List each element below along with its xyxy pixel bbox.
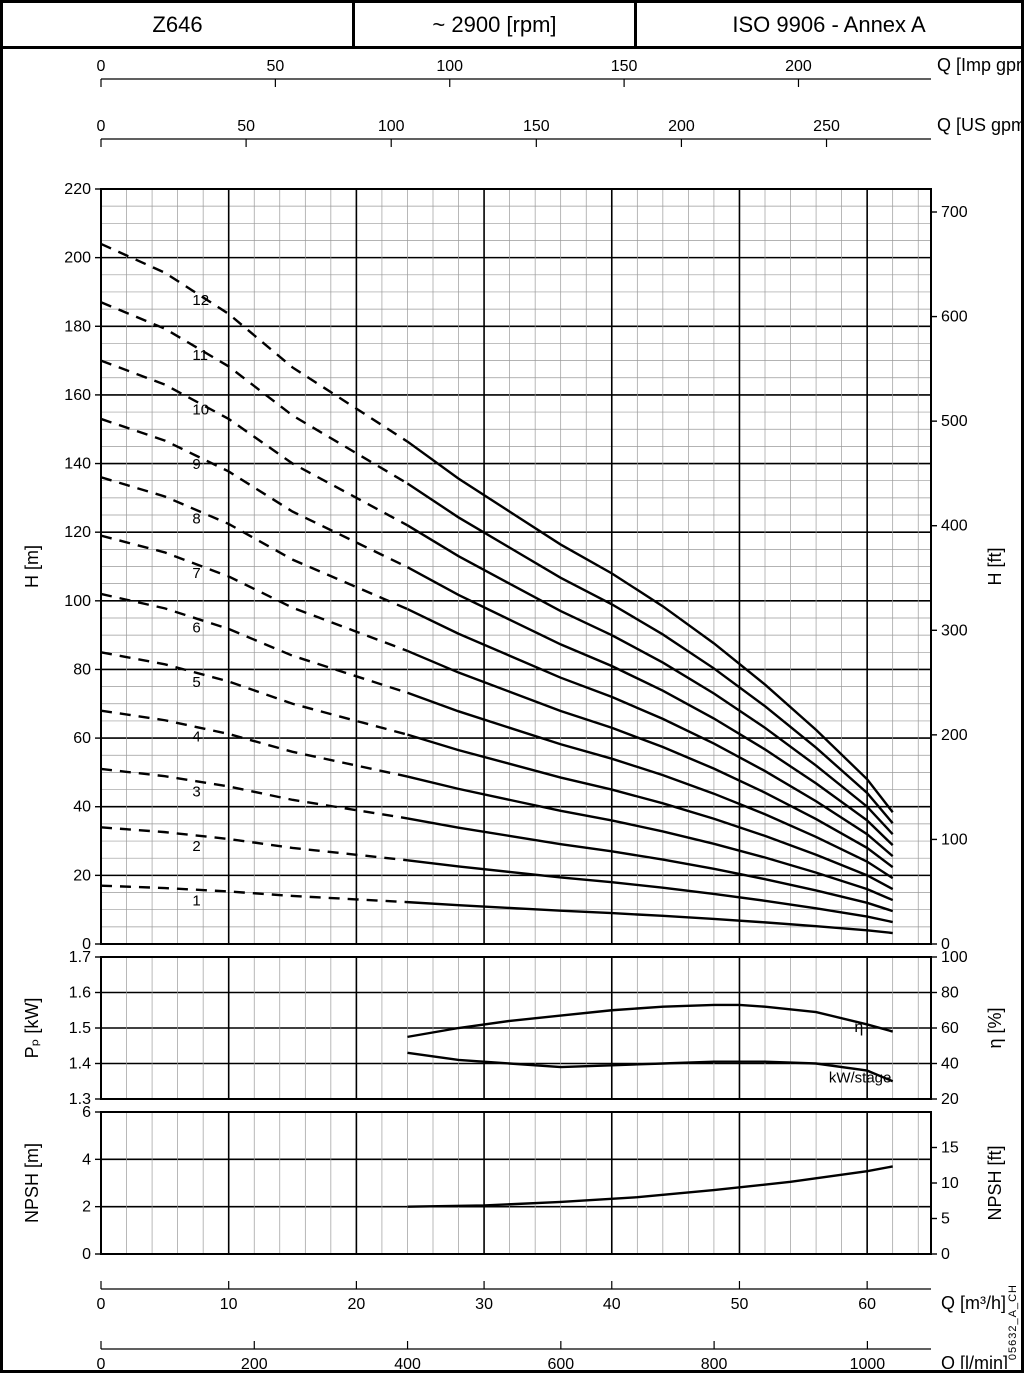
axis-label-Pp: Pₚ [kW] <box>22 998 42 1059</box>
efficiency-curve <box>407 1005 892 1037</box>
svg-text:1.5: 1.5 <box>69 1020 91 1037</box>
stage-label-7: 7 <box>192 565 200 582</box>
stage-label-8: 8 <box>192 510 200 527</box>
svg-text:500: 500 <box>941 413 968 430</box>
svg-text:400: 400 <box>941 518 968 535</box>
npsh-curve <box>407 1166 892 1206</box>
svg-text:40: 40 <box>603 1296 621 1313</box>
pump-chart-page: Z646 ~ 2900 [rpm] ISO 9906 - Annex A 050… <box>0 0 1024 1373</box>
head-curve-1 <box>407 902 892 933</box>
svg-text:20: 20 <box>73 867 91 884</box>
axis-label-Hm: H [m] <box>22 545 42 588</box>
svg-text:10: 10 <box>220 1296 238 1313</box>
svg-text:2: 2 <box>82 1199 91 1216</box>
svg-text:1.4: 1.4 <box>69 1056 91 1073</box>
header-rpm: ~ 2900 [rpm] <box>355 3 637 46</box>
stage-label-2: 2 <box>192 838 200 855</box>
pump-curve-chart: 050100150200Q [Imp gpm]050100150200250Q … <box>3 49 1021 1369</box>
svg-text:40: 40 <box>941 1056 959 1073</box>
svg-text:0: 0 <box>941 1246 950 1263</box>
axis-label-eta: η [%] <box>985 1007 1005 1048</box>
svg-text:150: 150 <box>523 118 550 135</box>
svg-text:200: 200 <box>785 58 812 75</box>
svg-text:600: 600 <box>547 1356 574 1369</box>
svg-text:600: 600 <box>941 309 968 326</box>
svg-text:100: 100 <box>941 831 968 848</box>
svg-text:4: 4 <box>82 1151 91 1168</box>
drawing-code: 05632_A_CH <box>1007 1284 1019 1360</box>
svg-text:5: 5 <box>941 1211 950 1228</box>
svg-text:40: 40 <box>73 799 91 816</box>
svg-text:300: 300 <box>941 622 968 639</box>
header-model: Z646 <box>3 3 355 46</box>
svg-text:60: 60 <box>73 730 91 747</box>
svg-text:100: 100 <box>941 949 968 966</box>
stage-label-9: 9 <box>192 456 200 473</box>
stage-label-10: 10 <box>192 401 209 418</box>
svg-text:140: 140 <box>64 456 91 473</box>
svg-text:15: 15 <box>941 1140 959 1157</box>
svg-text:80: 80 <box>941 985 959 1002</box>
svg-text:180: 180 <box>64 318 91 335</box>
stage-label-6: 6 <box>192 620 200 637</box>
svg-text:150: 150 <box>611 58 638 75</box>
svg-text:1.6: 1.6 <box>69 985 91 1002</box>
header-row: Z646 ~ 2900 [rpm] ISO 9906 - Annex A <box>3 3 1021 49</box>
svg-text:10: 10 <box>941 1175 959 1192</box>
axis-label-m3h: Q [m³/h] <box>941 1293 1006 1313</box>
svg-text:60: 60 <box>941 1020 959 1037</box>
svg-text:50: 50 <box>731 1296 749 1313</box>
svg-text:220: 220 <box>64 181 91 198</box>
svg-text:80: 80 <box>73 661 91 678</box>
svg-text:1000: 1000 <box>850 1356 886 1369</box>
svg-text:50: 50 <box>237 118 255 135</box>
axis-label-npsh-ft: NPSH [ft] <box>985 1145 1005 1220</box>
axis-label-impgpm: Q [Imp gpm] <box>937 55 1021 75</box>
svg-text:0: 0 <box>82 1246 91 1263</box>
svg-text:100: 100 <box>64 593 91 610</box>
head-curve-5 <box>407 735 892 889</box>
svg-text:700: 700 <box>941 204 968 221</box>
stage-label-5: 5 <box>192 674 200 691</box>
svg-text:0: 0 <box>97 1356 106 1369</box>
axis-label-lmin: Q [l/min] <box>941 1353 1008 1369</box>
stage-label-3: 3 <box>192 783 200 800</box>
axis-label-usgpm: Q [US gpm] <box>937 115 1021 135</box>
axis-label-npsh-m: NPSH [m] <box>22 1143 42 1223</box>
svg-text:0: 0 <box>97 58 106 75</box>
svg-text:20: 20 <box>347 1296 365 1313</box>
head-curve-3 <box>407 818 892 911</box>
svg-text:6: 6 <box>82 1104 91 1121</box>
axis-label-Hft: H [ft] <box>985 547 1005 585</box>
svg-text:200: 200 <box>941 727 968 744</box>
svg-text:200: 200 <box>64 250 91 267</box>
svg-text:250: 250 <box>813 118 840 135</box>
svg-text:0: 0 <box>97 118 106 135</box>
stage-label-11: 11 <box>192 347 208 364</box>
svg-text:30: 30 <box>475 1296 493 1313</box>
stage-label-1: 1 <box>192 892 200 909</box>
svg-text:120: 120 <box>64 524 91 541</box>
svg-text:160: 160 <box>64 387 91 404</box>
svg-text:200: 200 <box>668 118 695 135</box>
svg-text:20: 20 <box>941 1091 959 1108</box>
svg-text:200: 200 <box>241 1356 268 1369</box>
power-curve <box>407 1053 892 1081</box>
eta-annotation: η <box>854 1019 863 1036</box>
svg-text:100: 100 <box>378 118 405 135</box>
svg-text:400: 400 <box>394 1356 421 1369</box>
stage-label-4: 4 <box>192 729 200 746</box>
svg-text:100: 100 <box>436 58 463 75</box>
power-annotation: kW/stage <box>829 1070 892 1087</box>
header-standard: ISO 9906 - Annex A <box>637 3 1021 46</box>
svg-text:0: 0 <box>97 1296 106 1313</box>
svg-text:800: 800 <box>701 1356 728 1369</box>
svg-text:60: 60 <box>858 1296 876 1313</box>
svg-text:1.7: 1.7 <box>69 949 91 966</box>
stage-label-12: 12 <box>192 292 209 309</box>
svg-text:50: 50 <box>266 58 284 75</box>
